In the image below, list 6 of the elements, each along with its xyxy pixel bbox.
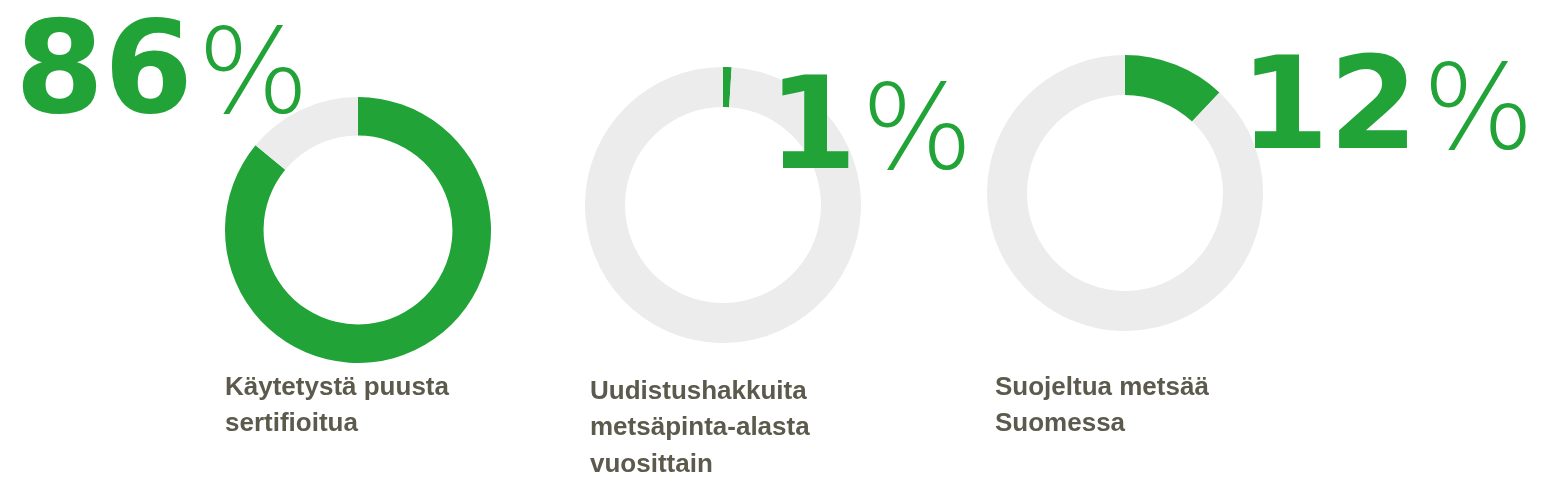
data-label: 86% (15, 0, 310, 142)
text: Käytetystä puusta sertifioitua (225, 370, 450, 440)
data-label: 1% (768, 49, 974, 198)
data-label: 12% (1240, 29, 1535, 178)
text: Uudistushakkuita metsäpinta-alasta vuosittain (590, 374, 811, 480)
text: Suojeltua metsää Suomessa (995, 370, 1210, 440)
